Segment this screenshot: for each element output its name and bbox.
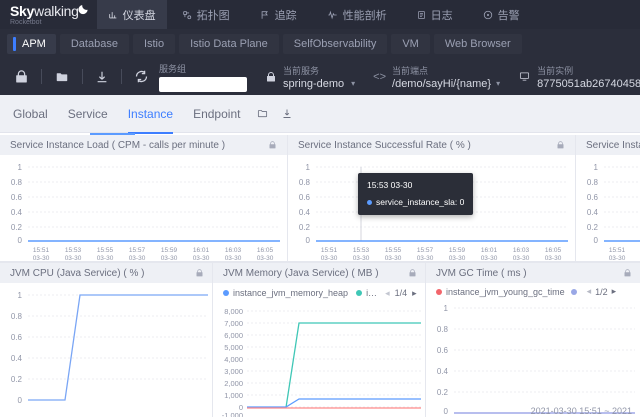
- svg-text:0.2: 0.2: [587, 223, 599, 232]
- svg-text:0.4: 0.4: [437, 367, 449, 376]
- svg-text:0.4: 0.4: [587, 208, 599, 217]
- svg-text:03-30: 03-30: [353, 255, 370, 262]
- svg-text:0: 0: [18, 236, 23, 245]
- svg-text:1: 1: [306, 163, 311, 172]
- svg-text:0.4: 0.4: [11, 208, 23, 217]
- svg-text:7,000: 7,000: [224, 319, 243, 328]
- svg-text:0.8: 0.8: [587, 178, 599, 187]
- svg-text:0.6: 0.6: [587, 193, 599, 202]
- svg-text:0.2: 0.2: [11, 223, 23, 232]
- svg-text:1: 1: [18, 163, 23, 172]
- svg-text:15:53: 15:53: [65, 247, 82, 254]
- svg-text:03-30: 03-30: [161, 255, 178, 262]
- svg-text:0.8: 0.8: [437, 325, 449, 334]
- svg-text:1: 1: [18, 291, 23, 300]
- svg-text:3,000: 3,000: [224, 367, 243, 376]
- svg-text:0.2: 0.2: [11, 375, 23, 384]
- svg-text:0.8: 0.8: [299, 178, 311, 187]
- svg-text:15:51: 15:51: [609, 247, 626, 254]
- svg-text:2,000: 2,000: [224, 379, 243, 388]
- svg-text:0.6: 0.6: [437, 346, 449, 355]
- svg-text:0.6: 0.6: [299, 193, 311, 202]
- svg-text:03-30: 03-30: [257, 255, 274, 262]
- svg-text:15:59: 15:59: [449, 247, 466, 254]
- svg-text:16:03: 16:03: [513, 247, 530, 254]
- svg-text:15:55: 15:55: [385, 247, 402, 254]
- svg-text:0.2: 0.2: [299, 223, 311, 232]
- svg-text:0.8: 0.8: [11, 178, 23, 187]
- svg-text:6,000: 6,000: [224, 331, 243, 340]
- svg-text:16:03: 16:03: [225, 247, 242, 254]
- svg-text:03-30: 03-30: [609, 255, 626, 262]
- svg-text:5,000: 5,000: [224, 343, 243, 352]
- svg-text:03-30: 03-30: [97, 255, 114, 262]
- svg-text:16:01: 16:01: [193, 247, 210, 254]
- svg-text:03-30: 03-30: [65, 255, 82, 262]
- svg-text:15:57: 15:57: [417, 247, 434, 254]
- svg-text:0: 0: [444, 407, 449, 416]
- svg-text:03-30: 03-30: [545, 255, 562, 262]
- svg-text:03-30: 03-30: [225, 255, 242, 262]
- svg-text:15:51: 15:51: [33, 247, 50, 254]
- svg-text:16:05: 16:05: [545, 247, 562, 254]
- svg-text:15:59: 15:59: [161, 247, 178, 254]
- svg-text:03-30: 03-30: [481, 255, 498, 262]
- svg-text:03-30: 03-30: [385, 255, 402, 262]
- svg-text:0: 0: [18, 396, 23, 405]
- svg-text:16:01: 16:01: [481, 247, 498, 254]
- svg-text:03-30: 03-30: [33, 255, 50, 262]
- svg-text:0: 0: [594, 236, 599, 245]
- svg-text:15:53: 15:53: [353, 247, 370, 254]
- svg-text:03-30: 03-30: [321, 255, 338, 262]
- svg-text:15:55: 15:55: [97, 247, 114, 254]
- svg-text:03-30: 03-30: [129, 255, 146, 262]
- svg-text:15:57: 15:57: [129, 247, 146, 254]
- svg-text:03-30: 03-30: [193, 255, 210, 262]
- svg-text:0.2: 0.2: [437, 388, 449, 397]
- svg-text:16:05: 16:05: [257, 247, 274, 254]
- svg-text:-1,000: -1,000: [222, 411, 243, 417]
- svg-text:1: 1: [594, 163, 599, 172]
- svg-text:0: 0: [306, 236, 311, 245]
- svg-text:0.6: 0.6: [11, 193, 23, 202]
- svg-text:03-30: 03-30: [449, 255, 466, 262]
- svg-text:4,000: 4,000: [224, 355, 243, 364]
- svg-text:0.8: 0.8: [11, 312, 23, 321]
- svg-text:0.4: 0.4: [299, 208, 311, 217]
- svg-text:1: 1: [444, 304, 449, 313]
- svg-text:03-30: 03-30: [417, 255, 434, 262]
- svg-text:8,000: 8,000: [224, 307, 243, 316]
- svg-text:0.6: 0.6: [11, 333, 23, 342]
- svg-text:15:51: 15:51: [321, 247, 338, 254]
- svg-text:0.4: 0.4: [11, 354, 23, 363]
- svg-text:1,000: 1,000: [224, 391, 243, 400]
- svg-text:03-30: 03-30: [513, 255, 530, 262]
